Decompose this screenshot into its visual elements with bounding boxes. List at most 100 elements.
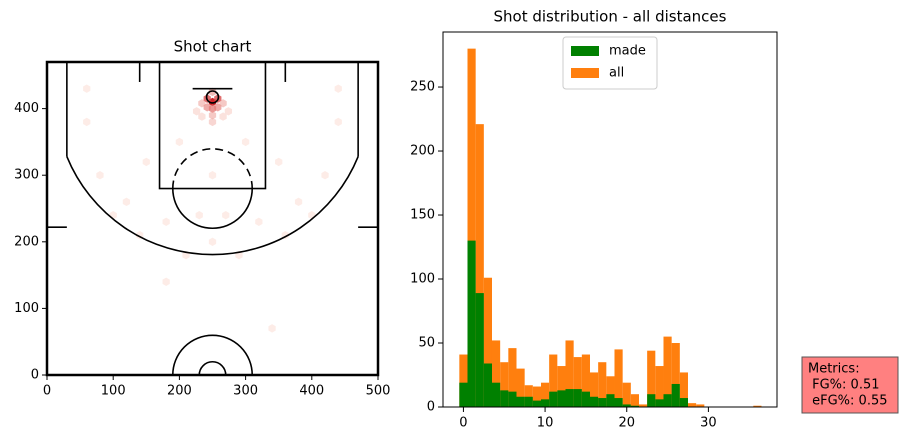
hist-bar [467,48,476,408]
hist-bar [508,391,517,407]
hist-bar [467,240,476,407]
hist-bar [459,354,468,407]
hist-bar [622,382,631,407]
hist-bar [614,398,623,407]
hex-cell [334,84,342,93]
hist-bar [532,400,541,407]
hist-bar [524,385,533,407]
hist-bar [679,398,688,407]
hist-bar [491,382,501,407]
hex-cell [208,111,217,120]
hist-bar [679,372,688,407]
hex-cell [175,137,184,147]
hist-bar [581,391,590,407]
hex-cell [224,107,233,116]
hoop [205,90,220,104]
hex-cell [198,112,206,121]
x-tick-label: 500 [366,384,391,399]
hist-bar [655,366,664,407]
hist-bar [557,366,566,407]
hist-bar [696,404,705,407]
y-tick-label: 250 [410,80,435,95]
hist-bar [532,386,541,407]
hist-bar [540,382,550,407]
hex-cell [241,137,250,147]
hist-bar [638,404,648,407]
court-arc [171,188,254,230]
hist-bar [483,277,492,407]
hex-cell [268,324,276,333]
court-arc [198,360,227,376]
y-tick-label: 200 [14,234,39,249]
hist-bar [614,349,623,407]
hist-bar [671,343,680,407]
hist-bar [516,396,525,407]
hist-bar [508,348,517,407]
chart-title: Shot distribution - all distances [494,8,727,26]
legend-swatch [571,46,599,56]
y-tick-label: 100 [14,301,39,316]
legend-label: made [609,44,646,59]
hist-bar [573,357,582,407]
hist-bar [687,403,697,407]
hex-cell [198,99,206,108]
hist-bar [630,394,639,407]
y-tick-label: 0 [427,400,435,415]
hist-bar [630,405,639,407]
hex-cell [192,107,201,116]
hex-cell [334,117,342,127]
hex-cell [219,99,227,108]
hist-bar [663,394,672,407]
axes-frame [442,31,778,408]
hex-cell [83,117,91,127]
y-tick-label: 50 [418,336,435,351]
hex-cell [162,217,170,227]
hex-cell [208,171,217,180]
court-arc [171,148,254,189]
hist-bar [589,396,599,407]
hex-cell [208,87,217,97]
hex-cell [208,237,217,247]
hist-bar [753,405,762,407]
hist-bar [606,376,615,407]
hist-bar [459,382,468,407]
hex-cell [142,157,150,167]
x-tick-label: 20 [618,416,635,431]
hist-bar [540,399,550,407]
x-tick-label: 0 [43,384,51,399]
hex-cell [162,277,170,286]
x-tick-label: 400 [299,384,324,399]
metrics-text: Metrics: [808,362,860,377]
hex-cell [255,217,263,227]
hist-bar [565,389,574,407]
x-tick-label: 10 [537,416,554,431]
hist-bar [598,362,607,407]
hex-cell [96,171,104,180]
hex-cell [222,210,230,220]
hist-bar [589,372,599,407]
hist-bar [671,383,680,407]
metrics-text: FG%: 0.51 [808,378,880,393]
x-tick-label: 100 [101,384,126,399]
hist-bar [483,363,492,407]
hist-bar [622,404,631,407]
x-tick-label: 200 [167,384,192,399]
hist-bar [516,368,525,407]
legend-swatch [571,68,599,78]
hex-cell [208,117,217,127]
y-tick-label: 100 [410,272,435,287]
metrics-text: eFG%: 0.55 [808,394,888,409]
x-tick-label: 0 [459,416,467,431]
hist-bar [647,350,656,407]
hex-cell [219,112,227,121]
hist-bar [475,293,484,407]
metrics-box [801,356,899,414]
hist-bar [549,391,558,407]
hist-bar [663,336,672,407]
hist-bar [606,394,615,407]
hist-bar [475,124,484,407]
hex-cell [321,171,329,180]
hex-cell [195,210,203,220]
hist-bar [573,389,582,407]
